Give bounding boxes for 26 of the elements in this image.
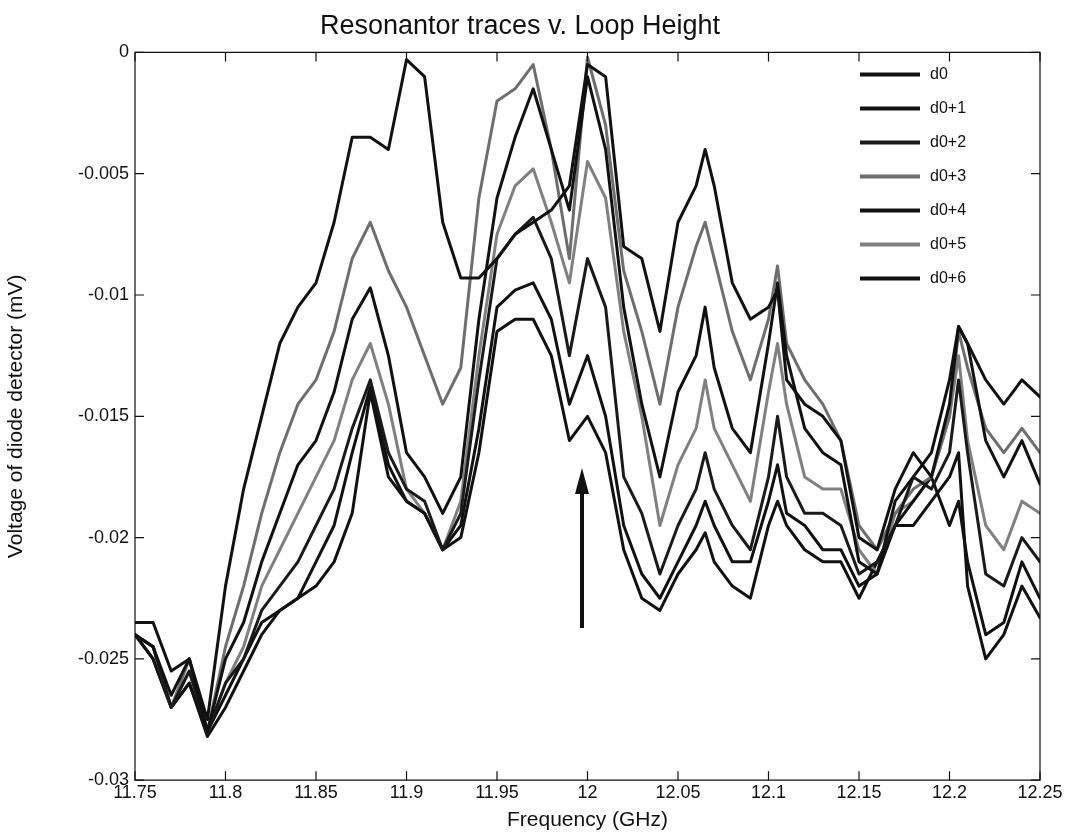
y-tick-label: 0 bbox=[118, 41, 129, 62]
x-tick-label: 12.2 bbox=[931, 781, 968, 802]
legend-label: d0 bbox=[930, 64, 948, 82]
y-tick-label: -0.015 bbox=[77, 405, 129, 426]
x-tick-label: 11.95 bbox=[475, 781, 519, 802]
legend-label: d0+6 bbox=[930, 268, 967, 286]
y-tick-label: -0.02 bbox=[87, 526, 129, 547]
x-tick-label: 11.9 bbox=[389, 781, 424, 802]
x-tick-label: 11.8 bbox=[208, 781, 243, 802]
legend-label: d0+2 bbox=[930, 132, 967, 150]
y-axis-title: Voltage of diode detector (mV) bbox=[3, 274, 27, 559]
x-tick-label: 12.05 bbox=[655, 781, 701, 802]
legend-label: d0+4 bbox=[930, 200, 967, 218]
legend-label: d0+3 bbox=[930, 166, 967, 184]
x-tick-label: 12.25 bbox=[1017, 781, 1063, 802]
y-tick-label: -0.025 bbox=[77, 647, 129, 668]
x-tick-label: 12 bbox=[577, 781, 598, 802]
x-tick-label: 11.85 bbox=[294, 781, 338, 802]
legend-label: d0+5 bbox=[930, 234, 967, 252]
x-tick-label: 12.1 bbox=[750, 781, 787, 802]
chart-title: Resonantor traces v. Loop Height bbox=[319, 9, 721, 40]
x-axis-title: Frequency (GHz) bbox=[506, 807, 669, 831]
y-tick-label: -0.01 bbox=[87, 283, 129, 304]
y-tick-label: -0.005 bbox=[77, 162, 129, 183]
x-tick-label: 12.15 bbox=[836, 781, 882, 802]
legend-label: d0+1 bbox=[930, 98, 967, 116]
